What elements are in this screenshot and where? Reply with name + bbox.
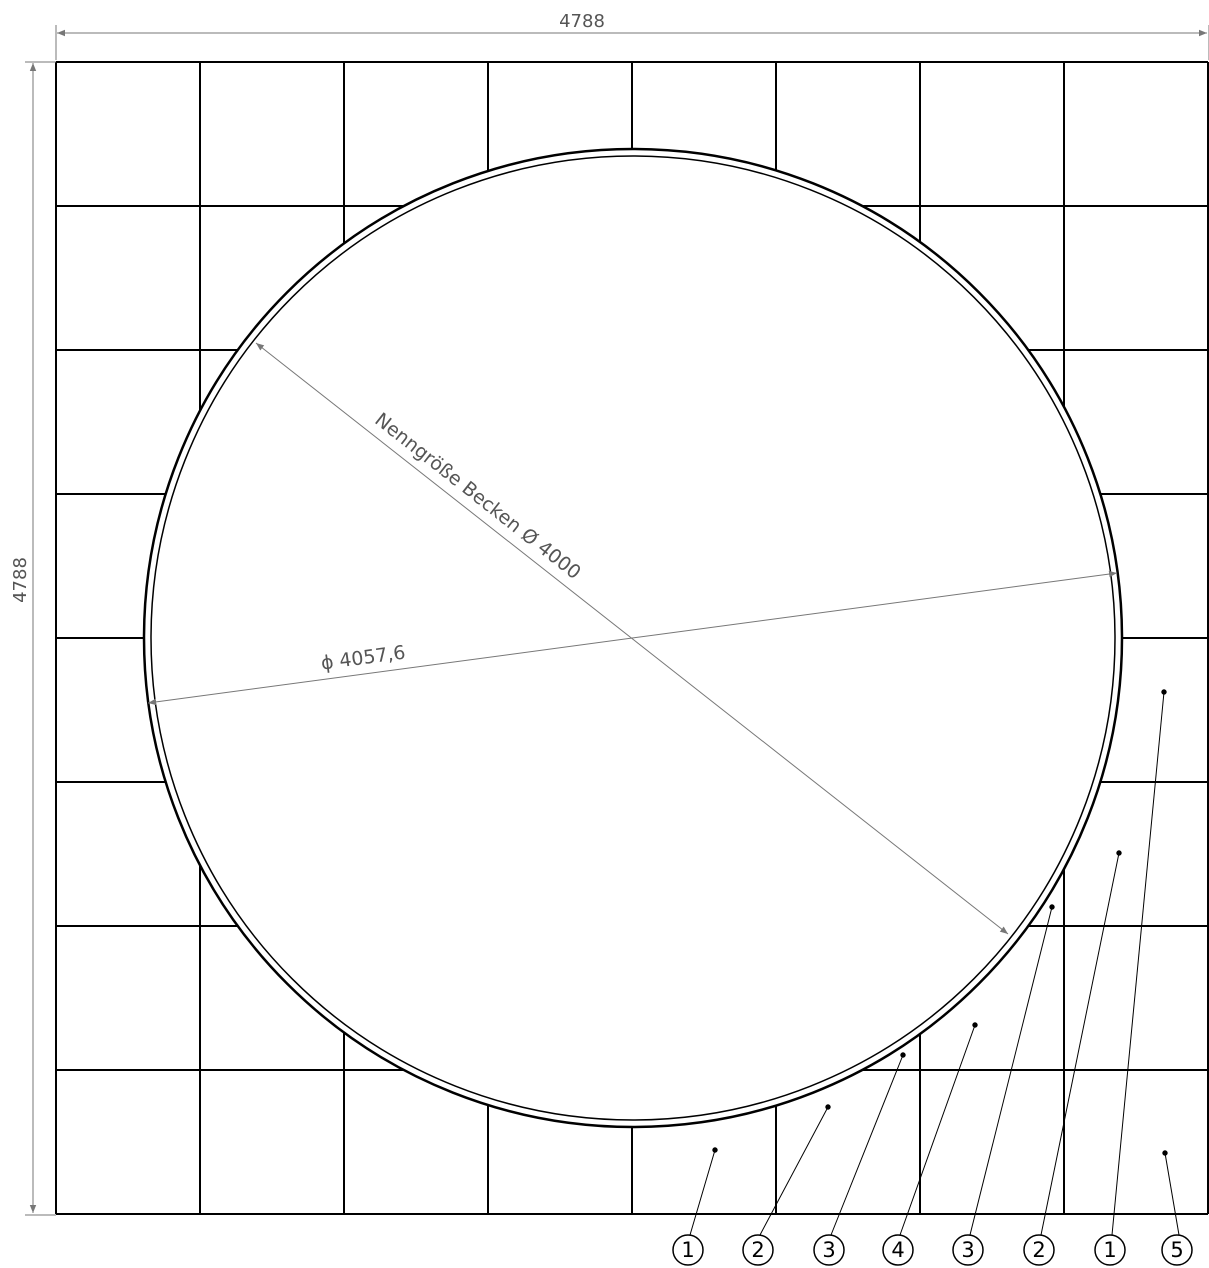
callout-leader-line: [1111, 691, 1165, 1236]
callout-balloons: 1 2 3 4 3 2 1 5: [672, 1234, 1193, 1266]
callout-leader-line: [689, 1149, 716, 1236]
callout-leader-line: [830, 1054, 904, 1236]
callout-leader-dot: [1162, 1150, 1168, 1156]
callout-number: 3: [822, 1238, 835, 1262]
callout-balloon: 3: [813, 1234, 845, 1266]
callout-circle: [952, 1234, 984, 1266]
callout-balloon: 1: [1094, 1234, 1126, 1266]
callout-leader-dot: [1116, 850, 1122, 856]
callout-balloon: 2: [742, 1234, 774, 1266]
callout-leader-dot: [712, 1147, 718, 1153]
callout-circle: [1094, 1234, 1126, 1266]
callout-leader-line: [1164, 1152, 1180, 1236]
callout-leader-line: [1040, 852, 1120, 1236]
callout-leader-dot: [825, 1104, 831, 1110]
height-dimension: 4788: [10, 61, 56, 1216]
callout-circle: [813, 1234, 845, 1266]
callout-balloon: 2: [1023, 1234, 1055, 1266]
callout-number: 3: [961, 1238, 974, 1262]
callout-circle: [882, 1234, 914, 1266]
callout-leader-line: [969, 906, 1053, 1236]
callout-balloon: 1: [672, 1234, 704, 1266]
callout-number: 2: [1032, 1238, 1045, 1262]
callout-leader-dot: [1049, 904, 1055, 910]
width-dimension: 4788: [55, 11, 1209, 60]
callout-leader-line: [899, 1024, 976, 1236]
callout-circle: [672, 1234, 704, 1266]
callout-circle: [1161, 1234, 1193, 1266]
callout-balloon: 3: [952, 1234, 984, 1266]
callout-number: 4: [891, 1238, 904, 1262]
callout-leaders: [689, 689, 1180, 1236]
callout-leader-dot: [972, 1022, 978, 1028]
height-dimension-label: 4788: [10, 557, 31, 603]
callout-balloon: 5: [1161, 1234, 1193, 1266]
callout-number: 5: [1170, 1238, 1183, 1262]
callout-circle: [1023, 1234, 1055, 1266]
callout-leader-line: [759, 1106, 829, 1236]
callout-number: 2: [751, 1238, 764, 1262]
callout-leader-dot: [1161, 689, 1167, 695]
callout-number: 1: [681, 1238, 694, 1262]
callout-number: 1: [1103, 1238, 1116, 1262]
callout-balloon: 4: [882, 1234, 914, 1266]
width-dimension-label: 4788: [559, 11, 605, 32]
callout-leader-dot: [900, 1052, 906, 1058]
callout-circle: [742, 1234, 774, 1266]
